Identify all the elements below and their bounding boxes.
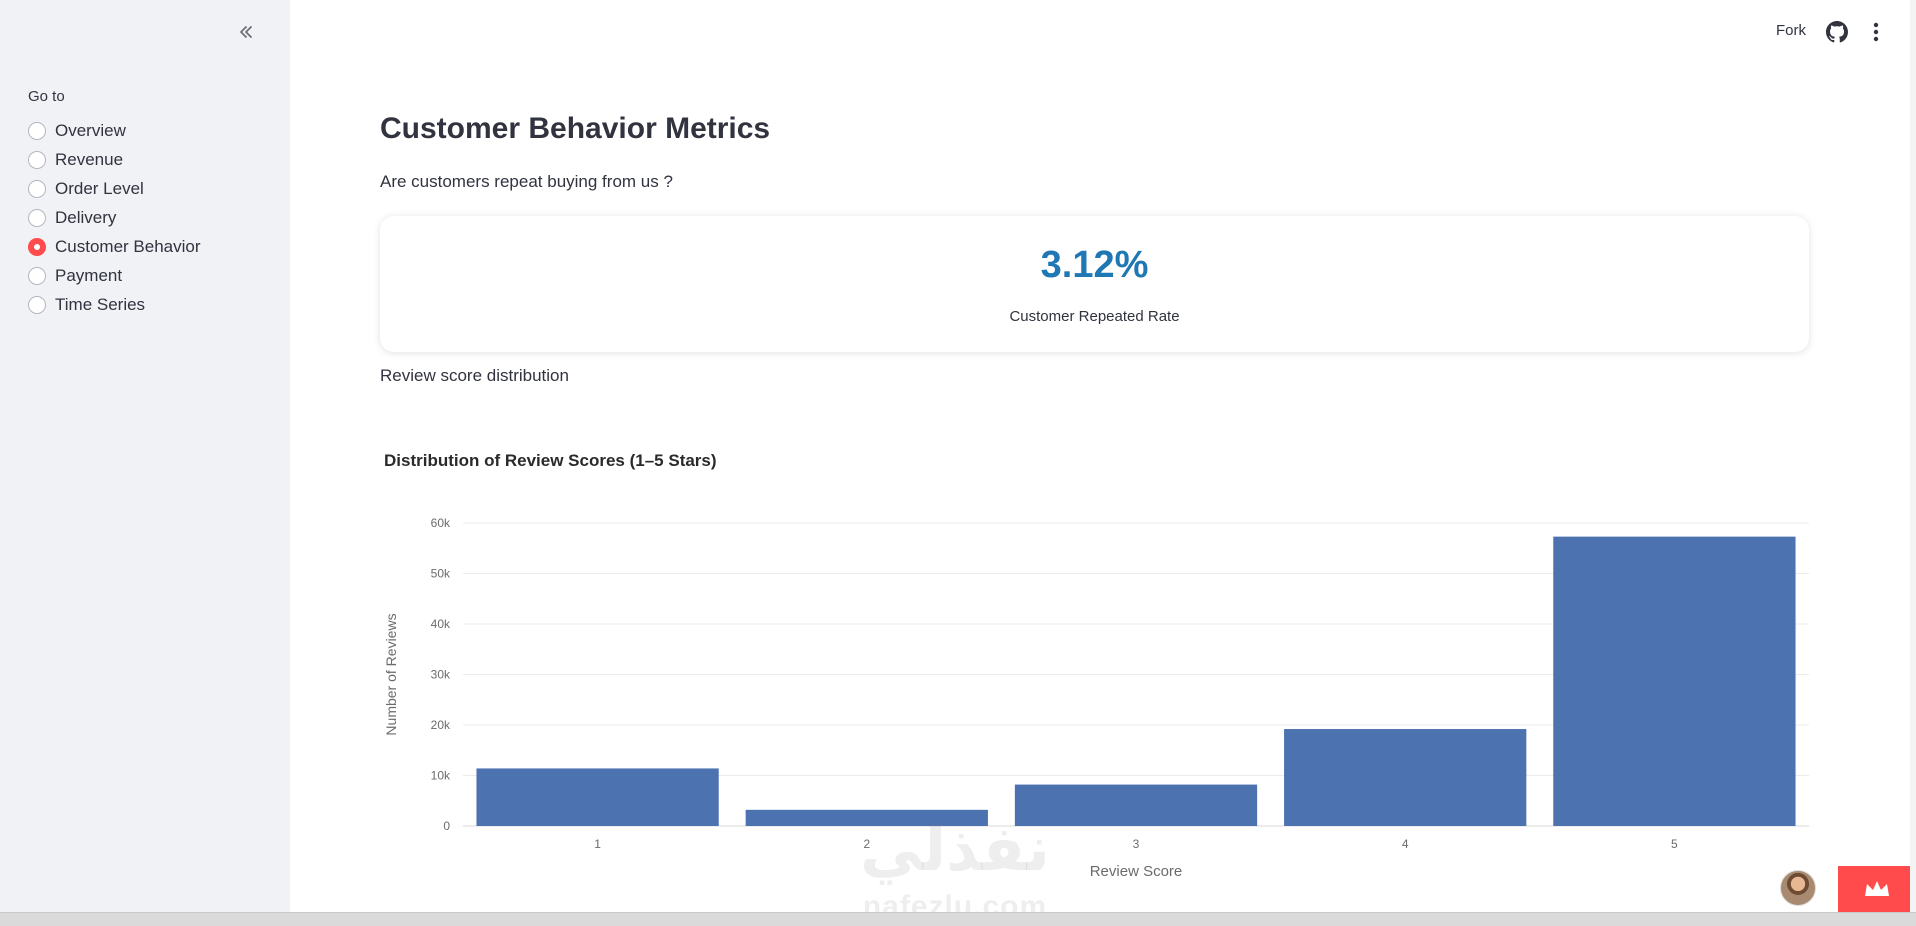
nav-item-customer-behavior[interactable]: Customer Behavior	[28, 232, 201, 261]
radio-icon[interactable]	[28, 295, 46, 314]
bar-score-4[interactable]	[1284, 729, 1527, 826]
radio-selected-icon[interactable]	[28, 237, 46, 256]
metric-value: 3.12%	[1040, 244, 1149, 286]
more-vertical-icon[interactable]	[1866, 20, 1886, 44]
nav-item-payment[interactable]: Payment	[28, 261, 201, 290]
y-tick-label: 10k	[431, 769, 451, 783]
metric-card: 3.12% Customer Repeated Rate	[380, 216, 1809, 352]
y-tick-label: 50k	[431, 567, 451, 581]
y-tick-label: 40k	[431, 617, 451, 631]
nav-item-label: Customer Behavior	[55, 236, 201, 256]
nav-item-label: Payment	[55, 265, 123, 285]
vertical-scrollbar[interactable]	[1910, 0, 1916, 912]
nav-item-label: Revenue	[55, 149, 124, 169]
metric-label: Customer Repeated Rate	[1009, 308, 1180, 325]
radio-icon[interactable]	[28, 150, 46, 169]
collapse-sidebar-button[interactable]	[232, 18, 260, 46]
bar-score-1[interactable]	[476, 768, 719, 826]
chart-x-ticks: 1 2 3 4 5	[594, 837, 1678, 851]
radio-icon[interactable]	[28, 179, 46, 198]
x-tick-label: 5	[1671, 837, 1678, 851]
x-tick-label: 2	[863, 837, 870, 851]
fork-button[interactable]: Fork	[1776, 22, 1806, 39]
nav-radio-group: Overview Revenue Order Level Delivery Cu…	[28, 116, 201, 319]
sidebar: Go to Overview Revenue Order Level Deliv…	[0, 0, 290, 912]
chart-x-axis-label: Review Score	[1090, 863, 1183, 880]
bar-score-3[interactable]	[1014, 784, 1258, 826]
nav-item-time-series[interactable]: Time Series	[28, 290, 201, 319]
bar-score-5[interactable]	[1553, 536, 1796, 826]
nav-item-overview[interactable]: Overview	[28, 116, 201, 145]
nav-item-delivery[interactable]: Delivery	[28, 203, 201, 232]
page-title: Customer Behavior Metrics	[380, 112, 771, 145]
y-tick-label: 30k	[431, 668, 451, 682]
section-label: Review score distribution	[380, 366, 569, 385]
nav-item-label: Delivery	[55, 207, 117, 227]
github-icon[interactable]	[1826, 21, 1848, 43]
horizontal-scrollbar[interactable]	[0, 912, 1916, 926]
radio-icon[interactable]	[28, 121, 46, 140]
nav-item-label: Time Series	[55, 294, 146, 314]
chevrons-left-icon	[240, 26, 252, 38]
nav-item-revenue[interactable]: Revenue	[28, 145, 201, 174]
chart-bars	[476, 536, 1796, 826]
y-tick-label: 0	[443, 819, 450, 833]
y-tick-label: 60k	[431, 516, 451, 530]
chart-y-axis-label: Number of Reviews	[383, 613, 399, 735]
page-subtitle: Are customers repeat buying from us ?	[380, 172, 673, 191]
user-avatar[interactable]	[1780, 870, 1816, 906]
nav-group-label: Go to	[28, 88, 65, 105]
x-tick-label: 3	[1133, 837, 1140, 851]
nav-item-order-level[interactable]: Order Level	[28, 174, 201, 203]
chart-y-ticks: 0 10k 20k 30k 40k 50k 60k	[431, 516, 451, 833]
chart-title: Distribution of Review Scores (1–5 Stars…	[384, 451, 717, 470]
crown-icon	[1865, 881, 1889, 896]
radio-icon[interactable]	[28, 266, 46, 285]
bar-score-2[interactable]	[745, 809, 988, 826]
radio-icon[interactable]	[28, 208, 46, 227]
review-score-bar-chart[interactable]: Distribution of Review Scores (1–5 Stars…	[376, 440, 1816, 900]
x-tick-label: 4	[1402, 837, 1409, 851]
streamlit-badge-button[interactable]	[1838, 866, 1916, 912]
y-tick-label: 20k	[431, 718, 451, 732]
nav-item-label: Overview	[55, 120, 126, 140]
nav-item-label: Order Level	[55, 178, 144, 198]
x-tick-label: 1	[594, 837, 601, 851]
